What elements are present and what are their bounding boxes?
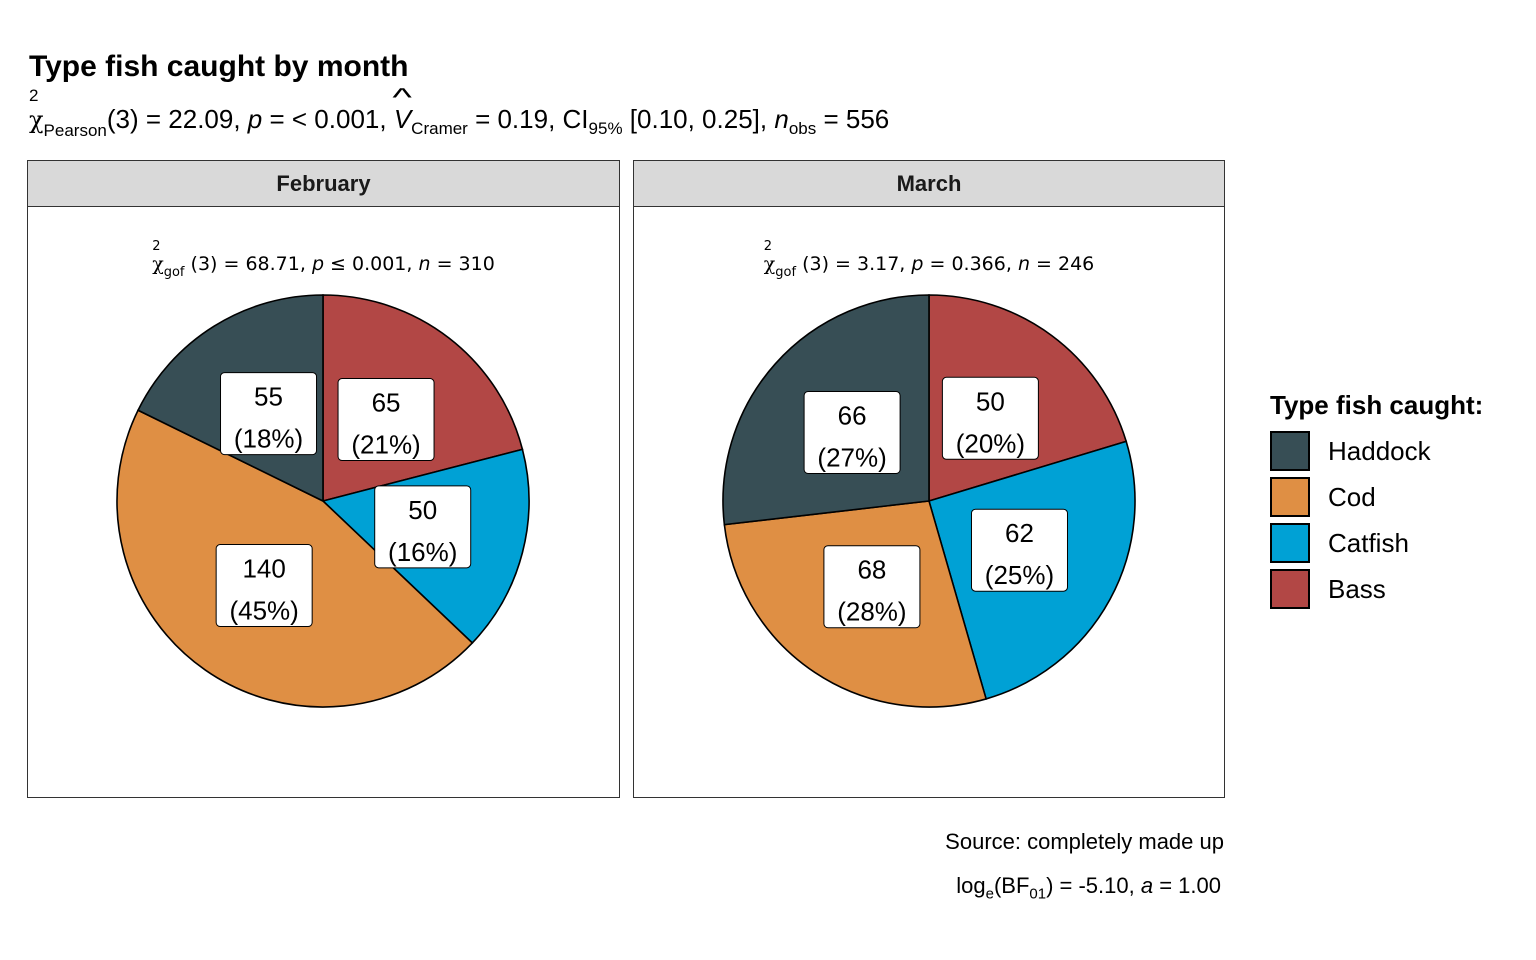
slice-count: 50 [976, 386, 1005, 416]
gof-text3: = 310 [430, 253, 495, 275]
gof-p-symbol: p [911, 253, 924, 275]
slice-label-haddock: 66 (27%) [803, 390, 901, 474]
slice-count: 62 [1005, 518, 1034, 548]
bf-log: log [956, 873, 986, 898]
slice-label-box [941, 376, 1039, 460]
gof-n-symbol: n [1017, 253, 1030, 275]
gof-chi-symbol: χ [763, 253, 776, 275]
chart-title: Type fish caught by month [29, 50, 409, 83]
slice-percent: (27%) [817, 442, 886, 472]
legend-swatch [1270, 477, 1310, 517]
legend-swatch [1270, 569, 1310, 609]
legend-item-cod: Cod [1270, 475, 1376, 519]
bf-rest1: ) = -5.10, [1046, 873, 1141, 898]
slice-label-cod: 140 (45%) [215, 544, 313, 628]
subtitle-v-sub: Cramer [411, 119, 468, 139]
bf-rest2: = 1.00 [1153, 873, 1221, 898]
slice-label-box [970, 508, 1068, 592]
gof-chi-symbol: χ [152, 253, 164, 275]
subtitle-part2: = < 0.001, [262, 104, 394, 134]
slice-count: 55 [254, 382, 283, 412]
subtitle-p-symbol: p [247, 104, 263, 134]
legend-label: Bass [1328, 573, 1386, 604]
legend-item-haddock: Haddock [1270, 429, 1431, 473]
gof-n-symbol: n [418, 253, 431, 275]
bf-sub: 01 [1029, 885, 1047, 903]
legend-label: Catfish [1328, 527, 1409, 558]
subtitle-part1: (3) = 22.09, [106, 104, 248, 134]
facet-stat-march: χ 2 gof (3) = 3.17, p = 0.366, n = 246 [633, 239, 1225, 280]
gof-text1: (3) = 68.71, [190, 253, 312, 275]
legend-item-bass: Bass [1270, 567, 1386, 611]
legend-swatch [1270, 523, 1310, 563]
gof-text1: (3) = 3.17, [802, 253, 912, 275]
caption-source: Source: completely made up [945, 829, 1224, 854]
gof-chi-sub: gof [775, 265, 797, 280]
gof-chi-sup: 2 [152, 239, 161, 254]
subtitle-n-sub: obs [788, 119, 817, 139]
slice-label-box [823, 545, 921, 629]
subtitle-v-symbol: V [394, 104, 411, 135]
facet-strip-march: March [633, 160, 1225, 207]
bf-text: (BF [993, 873, 1030, 898]
legend-label: Cod [1328, 481, 1376, 512]
slice-count: 50 [408, 495, 437, 525]
subtitle-part5: = 556 [816, 104, 890, 134]
slice-label-bass: 50 (20%) [941, 376, 1039, 460]
slice-label-catfish: 62 (25%) [970, 508, 1068, 592]
gof-text2: ≤ 0.001, [324, 253, 419, 275]
slice-percent: (16%) [388, 537, 457, 567]
legend-swatch [1270, 431, 1310, 471]
subtitle-ci-sub: 95% [588, 119, 623, 139]
legend-item-catfish: Catfish [1270, 521, 1409, 565]
slice-label-box [803, 390, 901, 474]
slice-percent: (45%) [229, 596, 298, 626]
gof-chi-sup: 2 [763, 239, 773, 254]
chi-sup: 2 [29, 86, 39, 105]
slice-percent: (25%) [985, 560, 1054, 590]
gof-chi-sub: gof [163, 265, 185, 280]
slice-label-haddock: 55 (18%) [220, 372, 318, 456]
slice-label-box [337, 378, 435, 462]
slice-percent: (21%) [351, 430, 420, 460]
slice-percent: (28%) [837, 597, 906, 627]
gof-p-symbol: p [311, 253, 324, 275]
subtitle-n-symbol: n [774, 104, 789, 134]
slice-label-catfish: 50 (16%) [374, 485, 472, 569]
chi-symbol: χ [29, 106, 44, 134]
slice-count: 65 [372, 388, 401, 418]
subtitle-part3: = 0.19, CI [467, 104, 589, 134]
slice-label-cod: 68 (28%) [823, 545, 921, 629]
gof-text3: = 246 [1029, 253, 1095, 275]
facet-strip-february: February [27, 160, 620, 207]
bf-a-symbol: a [1140, 873, 1154, 898]
facet-stat-february: χ 2 gof (3) = 68.71, p ≤ 0.001, n = 310 [27, 239, 620, 280]
slice-count: 140 [242, 554, 285, 584]
slice-label-box [215, 544, 313, 628]
slice-percent: (20%) [956, 428, 1025, 458]
bf-log-sub: e [985, 885, 994, 903]
slice-label-box [220, 372, 318, 456]
slice-label-bass: 65 (21%) [337, 378, 435, 462]
gof-text2: = 0.366, [923, 253, 1018, 275]
caption-bayes-factor: loge(BF01) = -5.10, a = 1.00 [956, 873, 1221, 902]
subtitle-part4: [0.10, 0.25], [622, 104, 775, 134]
slice-count: 66 [838, 400, 867, 430]
slice-percent: (18%) [234, 424, 303, 454]
legend-title: Type fish caught: [1270, 390, 1484, 420]
slice-count: 68 [857, 555, 886, 585]
slice-label-box [374, 485, 472, 569]
chi-sub: Pearson [43, 121, 107, 140]
legend-label: Haddock [1328, 435, 1431, 466]
